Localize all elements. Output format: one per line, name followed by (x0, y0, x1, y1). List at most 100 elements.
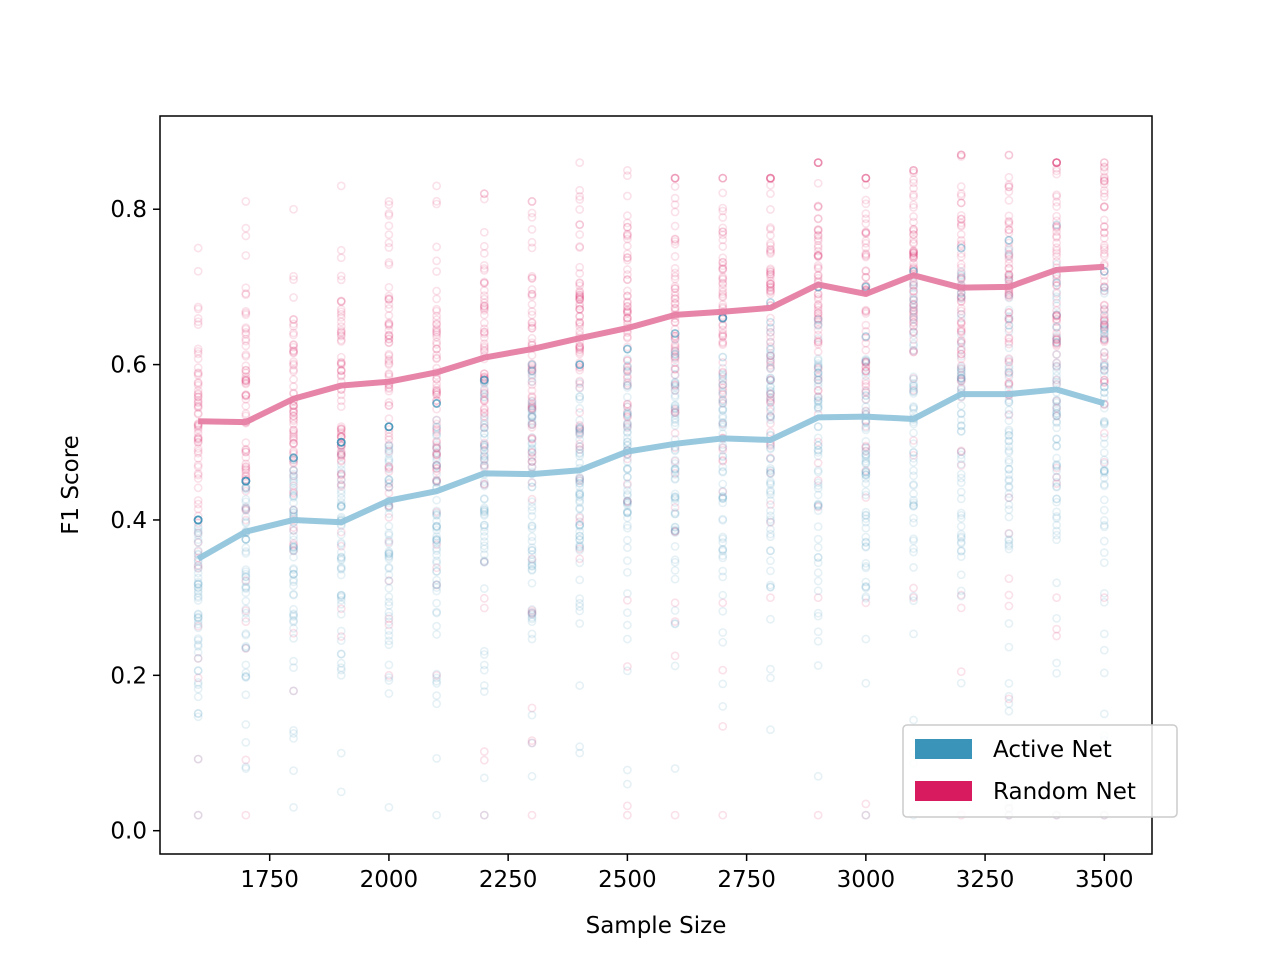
random-net-scatter-point (909, 175, 918, 185)
active-net-scatter-point (527, 360, 537, 369)
active-net-scatter-point (1099, 382, 1109, 392)
active-net-scatter-point (336, 626, 346, 636)
active-net-scatter-point (384, 601, 394, 610)
random-net-scatter-point (670, 173, 680, 183)
active-net-scatter-point (432, 448, 442, 458)
active-net-scatter-point (1052, 358, 1062, 368)
active-net-scatter-point (956, 243, 966, 253)
random-net-scatter-point (1052, 335, 1062, 345)
random-net-scatter-point (1052, 338, 1062, 348)
active-net-scatter-point (813, 636, 823, 646)
active-net-scatter-point (813, 627, 823, 637)
random-net-scatter-point (766, 267, 775, 277)
active-net-scatter-point (336, 437, 346, 447)
random-net-scatter-point (336, 480, 346, 490)
random-net-scatter-point (718, 283, 728, 293)
random-net-scatter-point (241, 475, 251, 485)
active-net-scatter-point (241, 476, 251, 486)
active-net-scatter-point (1004, 246, 1014, 256)
active-net-scatter-point (1004, 619, 1014, 628)
active-net-scatter-point (861, 810, 871, 820)
random-net-scatter-point (527, 402, 537, 412)
active-net-scatter-point (575, 392, 585, 402)
random-net-scatter-point (432, 460, 442, 470)
active-net-scatter-point (479, 450, 489, 459)
random-net-scatter-point (909, 248, 918, 258)
active-net-scatter-point (766, 476, 775, 486)
active-net-scatter-point (241, 577, 251, 587)
active-net-scatter-point (384, 444, 394, 454)
random-net-scatter-point (956, 297, 966, 307)
random-net-scatter-point (241, 755, 251, 765)
active-net-scatter-point (718, 515, 728, 525)
active-net-scatter-point (670, 403, 680, 412)
active-net-scatter-point (622, 344, 632, 354)
active-net-scatter-point (1099, 520, 1109, 530)
active-net-scatter-point (336, 437, 346, 447)
random-net-scatter-point (766, 281, 775, 291)
active-net-scatter-point (479, 375, 489, 385)
active-net-scatter-point (766, 327, 775, 337)
active-net-scatter-point (479, 461, 489, 471)
random-net-scatter-point (479, 396, 489, 406)
active-net-scatter-point (193, 593, 203, 603)
active-net-scatter-point (384, 673, 394, 682)
random-net-scatter-point (1052, 221, 1062, 231)
active-net-scatter-point (718, 479, 728, 489)
random-net-scatter-point (575, 349, 585, 359)
active-net-scatter-point (336, 437, 346, 447)
random-net-scatter-point (432, 390, 442, 400)
random-net-scatter-point (670, 252, 680, 261)
active-net-scatter-point (861, 523, 871, 533)
active-net-scatter-point (289, 589, 298, 599)
random-net-scatter-point (622, 365, 632, 375)
random-net-scatter-point (909, 192, 918, 202)
active-net-scatter-point (384, 570, 394, 580)
active-net-scatter-point (766, 546, 775, 555)
active-net-scatter-point (432, 431, 442, 441)
active-net-scatter-point (575, 360, 585, 369)
random-net-scatter-point (622, 230, 632, 240)
active-net-scatter-point (861, 467, 871, 476)
active-net-scatter-point (1052, 512, 1062, 521)
active-net-scatter-point (813, 392, 823, 401)
random-net-scatter-point (241, 376, 251, 386)
random-net-scatter-point (193, 380, 203, 390)
active-net-scatter-point (384, 422, 394, 432)
active-net-scatter-point (289, 543, 298, 552)
active-net-scatter-point (861, 459, 871, 469)
active-net-scatter-point (1052, 403, 1062, 413)
active-net-scatter-point (527, 609, 537, 618)
active-net-scatter-point (241, 630, 251, 640)
active-net-scatter-point (336, 649, 346, 659)
random-net-scatter-point (622, 399, 632, 409)
active-net-scatter-point (718, 514, 728, 524)
random-net-scatter-point (575, 426, 585, 436)
active-net-scatter-point (432, 679, 442, 688)
random-net-scatter-point (861, 219, 871, 228)
random-net-scatter-point (766, 279, 775, 288)
active-net-scatter-point (813, 465, 823, 475)
random-net-scatter-point (1099, 163, 1109, 172)
y-tick-label: 0.6 (110, 353, 147, 379)
random-net-scatter-point (289, 419, 298, 429)
random-net-scatter-point (527, 403, 537, 413)
active-net-scatter-point (1052, 411, 1062, 420)
random-net-scatter-point (622, 301, 632, 311)
random-net-scatter-point (1004, 243, 1014, 253)
active-net-scatter-point (289, 609, 298, 619)
active-net-scatter-point (1099, 466, 1109, 476)
random-net-scatter-point (766, 287, 775, 297)
active-net-scatter-point (622, 480, 632, 490)
random-net-scatter-point (813, 231, 823, 241)
active-net-scatter-point (622, 608, 632, 618)
active-net-scatter-point (289, 802, 298, 812)
random-net-scatter-point (527, 554, 537, 564)
active-net-scatter-point (718, 413, 728, 423)
active-net-scatter-point (909, 715, 918, 725)
active-net-scatter-point (909, 381, 918, 391)
active-net-scatter-point (956, 382, 966, 392)
random-net-scatter-point (575, 293, 585, 303)
random-net-scatter-point (527, 212, 537, 222)
random-net-scatter-point (766, 375, 775, 385)
